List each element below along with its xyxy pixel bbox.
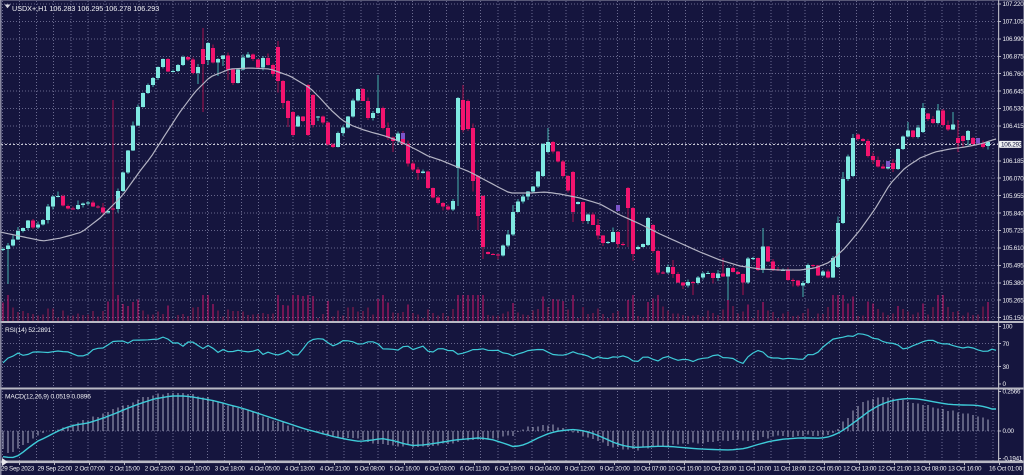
svg-text:106.760: 106.760: [1003, 71, 1024, 78]
svg-text:12 Oct 05:00: 12 Oct 05:00: [808, 465, 842, 472]
svg-text:3 Oct 10:00: 3 Oct 10:00: [180, 465, 211, 472]
svg-text:105.150: 105.150: [1003, 315, 1024, 322]
svg-text:2 Oct 23:00: 2 Oct 23:00: [145, 465, 176, 472]
svg-text:3 Oct 18:00: 3 Oct 18:00: [215, 465, 246, 472]
svg-text:105.840: 105.840: [1003, 210, 1024, 217]
svg-text:4 Oct 05:00: 4 Oct 05:00: [250, 465, 281, 472]
svg-text:16 Oct 01:00: 16 Oct 01:00: [989, 465, 1023, 472]
svg-text:29 Sep 22:00: 29 Sep 22:00: [37, 465, 72, 472]
svg-text:0.00: 0.00: [1003, 428, 1015, 435]
svg-text:107.220: 107.220: [1003, 1, 1024, 8]
svg-text:106.530: 106.530: [1003, 106, 1024, 113]
svg-text:105.725: 105.725: [1003, 228, 1024, 235]
svg-text:100: 100: [1003, 324, 1014, 331]
svg-text:0: 0: [1003, 381, 1007, 388]
svg-text:11 Oct 18:00: 11 Oct 18:00: [773, 465, 806, 472]
svg-text:106.415: 106.415: [1003, 123, 1024, 130]
svg-text:106.645: 106.645: [1003, 88, 1024, 95]
svg-text:106.990: 106.990: [1003, 36, 1024, 43]
svg-text:MACD(12,26,9) 0.0519 0.0896: MACD(12,26,9) 0.0519 0.0896: [5, 394, 91, 401]
svg-text:106.185: 106.185: [1003, 158, 1024, 165]
svg-text:RSI(14) 52.2891: RSI(14) 52.2891: [5, 327, 52, 334]
svg-text:13 Oct 08:00: 13 Oct 08:00: [913, 465, 947, 472]
svg-text:70: 70: [1003, 341, 1010, 348]
svg-text:105.380: 105.380: [1003, 280, 1024, 287]
svg-text:105.495: 105.495: [1003, 263, 1024, 270]
svg-text:10 Oct 15:00: 10 Oct 15:00: [668, 465, 702, 472]
svg-text:-0.1941: -0.1941: [1003, 456, 1023, 463]
svg-text:6 Oct 03:00: 6 Oct 03:00: [425, 465, 456, 472]
svg-text:4 Oct 13:00: 4 Oct 13:00: [285, 465, 316, 472]
svg-text:9 Oct 12:00: 9 Oct 12:00: [565, 465, 596, 472]
svg-text:13 Oct 16:00: 13 Oct 16:00: [948, 465, 982, 472]
svg-text:12 Oct 13:00: 12 Oct 13:00: [843, 465, 877, 472]
svg-text:29 Sep 2023: 29 Sep 2023: [1, 465, 35, 472]
svg-text:11 Oct 10:00: 11 Oct 10:00: [738, 465, 771, 472]
svg-text:106.070: 106.070: [1003, 175, 1024, 182]
svg-text:5 Oct 16:00: 5 Oct 16:00: [390, 465, 421, 472]
svg-text:107.105: 107.105: [1003, 19, 1024, 26]
svg-text:2 Oct 15:00: 2 Oct 15:00: [110, 465, 141, 472]
svg-text:4 Oct 21:00: 4 Oct 21:00: [320, 465, 351, 472]
svg-text:105.955: 105.955: [1003, 193, 1024, 200]
svg-text:105.265: 105.265: [1003, 297, 1024, 304]
svg-text:2 Oct 07:00: 2 Oct 07:00: [75, 465, 106, 472]
svg-text:9 Oct 04:00: 9 Oct 04:00: [530, 465, 561, 472]
svg-text:10 Oct 23:00: 10 Oct 23:00: [703, 465, 737, 472]
svg-text:106.875: 106.875: [1003, 54, 1024, 61]
svg-text:12 Oct 21:00: 12 Oct 21:00: [878, 465, 912, 472]
svg-text:9 Oct 20:00: 9 Oct 20:00: [600, 465, 631, 472]
svg-text:5 Oct 08:00: 5 Oct 08:00: [355, 465, 386, 472]
svg-text:30: 30: [1003, 364, 1010, 371]
svg-text:6 Oct 11:00: 6 Oct 11:00: [460, 465, 490, 472]
svg-text:USDX+,H1 106.283 106.295 106.2: USDX+,H1 106.283 106.295 106.278 106.293: [12, 4, 159, 13]
svg-text:106.293: 106.293: [1001, 142, 1023, 149]
svg-text:105.610: 105.610: [1003, 245, 1024, 252]
svg-text:6 Oct 19:00: 6 Oct 19:00: [495, 465, 526, 472]
svg-text:10 Oct 07:00: 10 Oct 07:00: [633, 465, 667, 472]
svg-text:0.2566: 0.2566: [1003, 389, 1022, 396]
